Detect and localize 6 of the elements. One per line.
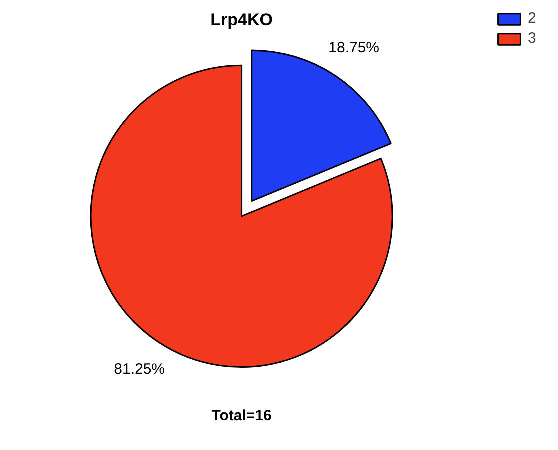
text: Total=16 (212, 407, 272, 424)
data-label: 81.25% (114, 361, 166, 378)
chart-title: Lrp4KO (210, 10, 273, 30)
legend-label: 2 (528, 10, 538, 27)
data-label: 18.75% (328, 40, 380, 57)
legend-label: 3 (528, 30, 538, 47)
